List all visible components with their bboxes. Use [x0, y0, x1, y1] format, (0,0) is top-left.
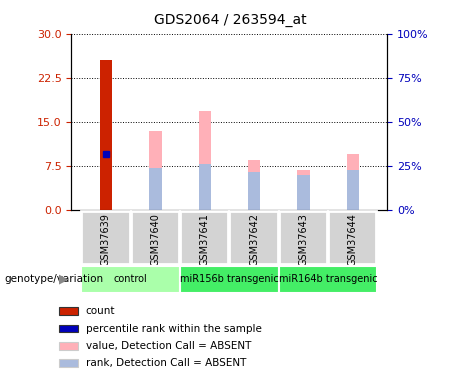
Bar — [149, 131, 161, 210]
Bar — [279, 210, 327, 264]
Bar — [347, 154, 359, 210]
Bar — [100, 60, 112, 210]
Bar — [180, 210, 228, 264]
Text: miR156b transgenic: miR156b transgenic — [180, 274, 279, 284]
Bar — [230, 210, 278, 264]
Bar — [248, 172, 260, 210]
Bar — [81, 210, 130, 264]
Text: GSM37641: GSM37641 — [200, 213, 210, 266]
Text: ▶: ▶ — [59, 273, 68, 286]
Text: rank, Detection Call = ABSENT: rank, Detection Call = ABSENT — [86, 358, 246, 368]
Bar — [199, 111, 211, 210]
Text: miR164b transgenic: miR164b transgenic — [279, 274, 378, 284]
Text: GSM37643: GSM37643 — [298, 213, 308, 266]
Text: count: count — [86, 306, 115, 316]
Text: GSM37639: GSM37639 — [101, 213, 111, 266]
Text: genotype/variation: genotype/variation — [5, 274, 104, 284]
Bar — [59, 325, 77, 333]
Bar — [199, 164, 211, 210]
Text: GSM37642: GSM37642 — [249, 213, 259, 266]
Text: GSM37640: GSM37640 — [150, 213, 160, 266]
Bar — [328, 210, 376, 264]
Bar — [279, 266, 378, 293]
Bar — [59, 359, 77, 367]
Text: percentile rank within the sample: percentile rank within the sample — [86, 324, 262, 333]
Bar — [347, 170, 359, 210]
Bar — [180, 266, 279, 293]
Bar — [59, 307, 77, 315]
Bar — [149, 168, 161, 210]
Bar — [297, 175, 309, 210]
Bar — [81, 266, 180, 293]
Text: GSM37644: GSM37644 — [348, 213, 358, 266]
Bar — [297, 170, 309, 210]
Bar — [248, 160, 260, 210]
Text: value, Detection Call = ABSENT: value, Detection Call = ABSENT — [86, 341, 251, 351]
Text: control: control — [114, 274, 148, 284]
Bar — [59, 342, 77, 350]
Bar — [130, 210, 179, 264]
Text: GDS2064 / 263594_at: GDS2064 / 263594_at — [154, 13, 307, 27]
